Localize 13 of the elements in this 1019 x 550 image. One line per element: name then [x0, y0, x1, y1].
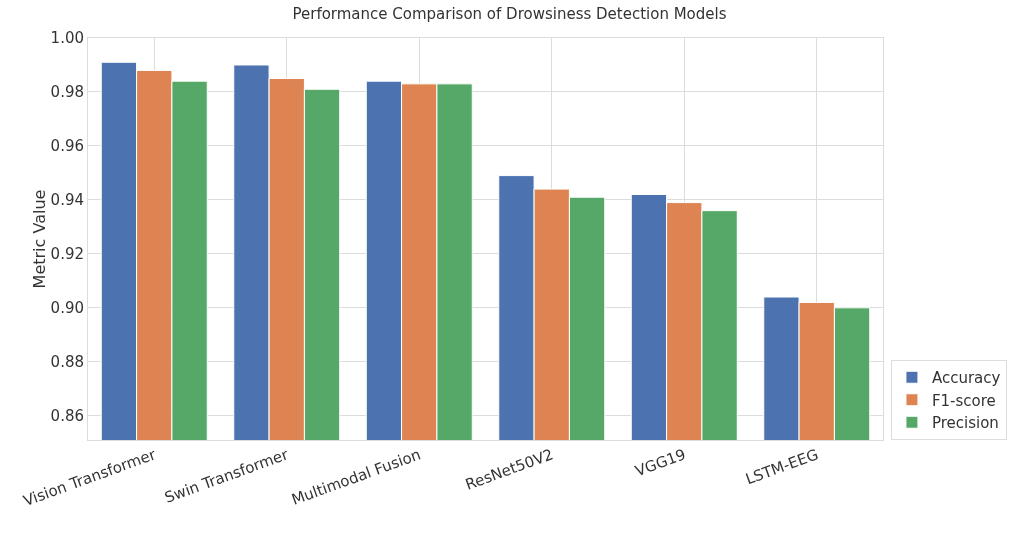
- y-tick-label: 0.98: [50, 83, 84, 102]
- y-tick-label: 0.86: [50, 406, 84, 425]
- y-tick-label: 1.00: [50, 29, 84, 48]
- legend-label: F1-score: [931, 391, 996, 410]
- y-tick-label: 0.90: [50, 299, 84, 318]
- legend-label: Precision: [931, 414, 999, 433]
- y-tick-label: 0.88: [50, 353, 84, 372]
- y-tick-label: 0.94: [50, 191, 84, 210]
- y-tick-label: 0.92: [50, 245, 84, 264]
- chart-title: Performance Comparison of Drowsiness Detection Models: [292, 4, 727, 23]
- y-tick-label: 0.96: [50, 137, 84, 156]
- legend-label: Accuracy: [931, 369, 1001, 388]
- y-axis-title: Metric Value: [29, 189, 49, 289]
